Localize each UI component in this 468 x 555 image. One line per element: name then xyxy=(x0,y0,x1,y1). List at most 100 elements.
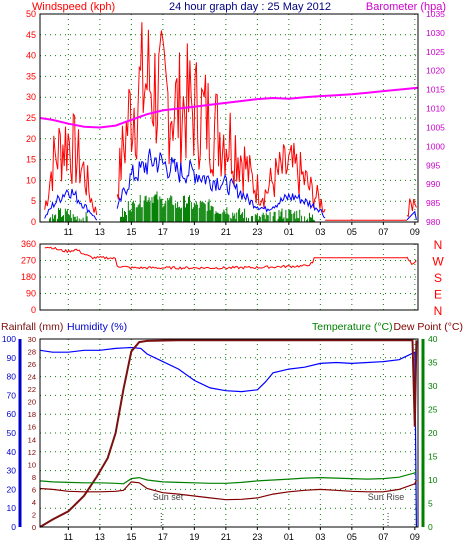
climate-frame xyxy=(39,338,419,528)
temperature-tick-label: 30 xyxy=(428,381,438,391)
compass-label: N xyxy=(434,238,443,252)
climate-x-tick-label: 01 xyxy=(284,532,294,542)
rainfall-tick-label: 10 xyxy=(28,460,36,469)
humidity-tick-label: 30 xyxy=(7,466,17,476)
windspeed-tick-label: 20 xyxy=(26,134,36,144)
humidity-tick-label: 50 xyxy=(7,428,17,438)
windspeed-tick-label: 50 xyxy=(26,9,36,19)
humidity-tick-label: 70 xyxy=(7,390,17,400)
climate-x-tick-label: 09 xyxy=(410,532,420,542)
temperature-tick-label: 35 xyxy=(428,358,438,368)
humidity-tick-label: 80 xyxy=(7,372,17,382)
windspeed-tick-label: 30 xyxy=(26,92,36,102)
rainfall-tick-label: 12 xyxy=(28,448,36,457)
wind-frame xyxy=(39,13,419,223)
climate-x-tick-label: 03 xyxy=(315,532,325,542)
rainfall-tick-label: 24 xyxy=(28,373,36,382)
climate-x-tick-label: 11 xyxy=(64,532,73,542)
windspeed-label: Windspeed (kph) xyxy=(32,1,115,13)
humidity-label: Humidity (%) xyxy=(67,321,127,333)
wind-x-tick-label: 15 xyxy=(126,227,136,237)
wind-direction-line xyxy=(406,256,417,265)
compass-label: S xyxy=(434,271,442,285)
rainfall-tick-label: 28 xyxy=(28,348,36,357)
temperature-label: Temperature (°C) xyxy=(312,321,393,333)
humidity-tick-label: 100 xyxy=(2,334,16,344)
climate-x-tick-label: 13 xyxy=(95,532,105,542)
barometer-tick-label: 1030 xyxy=(426,28,445,38)
barometer-tick-label: 1000 xyxy=(426,141,445,151)
rainfall-tick-label: 6 xyxy=(32,485,36,494)
rainfall-tick-label: 14 xyxy=(28,435,36,444)
wind-x-tick-label: 07 xyxy=(378,227,388,237)
barometer-tick-label: 990 xyxy=(426,179,440,189)
climate-x-tick-label: 07 xyxy=(378,532,388,542)
sunset-annotation: Sun set xyxy=(153,492,184,502)
windspeed-tick-label: 40 xyxy=(26,51,36,61)
windspeed-tick-label: 45 xyxy=(26,30,36,40)
wind-x-tick-label: 05 xyxy=(347,227,357,237)
wind-x-tick-label: 17 xyxy=(158,227,168,237)
series-green xyxy=(39,470,417,485)
sunrise-annotation: Sun Rise xyxy=(368,492,405,502)
wind-x-tick-label: 23 xyxy=(252,227,262,237)
wind-series-magenta xyxy=(39,86,419,129)
rainfall-tick-label: 26 xyxy=(28,360,36,369)
windspeed-tick-label: 5 xyxy=(31,196,36,206)
series-darkred xyxy=(39,479,417,501)
direction-tick-label: 270 xyxy=(21,256,36,266)
rainfall-tick-label: 18 xyxy=(28,410,36,419)
compass-label: E xyxy=(434,288,442,302)
direction-tick-label: 90 xyxy=(26,289,36,299)
rainfall-tick-label: 4 xyxy=(32,498,36,507)
humidity-tick-label: 10 xyxy=(7,503,17,513)
barometer-tick-label: 995 xyxy=(426,160,440,170)
wind-x-tick-label: 21 xyxy=(221,227,231,237)
rainfall-tick-label: 20 xyxy=(28,398,36,407)
windspeed-tick-label: 10 xyxy=(26,175,36,185)
wind-series-blue xyxy=(116,148,326,219)
series-rain xyxy=(39,339,418,528)
rainfall-tick-label: 22 xyxy=(28,385,36,394)
rainfall-tick-label: 16 xyxy=(28,423,36,432)
temperature-tick-label: 20 xyxy=(428,428,438,438)
direction-tick-label: 0 xyxy=(31,305,36,315)
wind-x-tick-label: 03 xyxy=(315,227,325,237)
wind-series-blue xyxy=(406,210,417,221)
graph-title: 24 hour graph day : 25 May 2012 xyxy=(169,1,331,13)
barometer-tick-label: 1005 xyxy=(426,122,445,132)
climate-x-tick-label: 23 xyxy=(252,532,262,542)
direction-tick-label: 360 xyxy=(21,239,36,249)
direction-tick-label: 180 xyxy=(21,272,36,282)
temperature-tick-label: 10 xyxy=(428,475,438,485)
rainfall-tick-label: 30 xyxy=(28,335,36,344)
direction-frame xyxy=(39,243,419,311)
barometer-tick-label: 1010 xyxy=(426,104,445,114)
barometer-tick-label: 1035 xyxy=(426,9,445,19)
humidity-tick-label: 20 xyxy=(7,484,17,494)
barometer-tick-label: 980 xyxy=(426,217,440,227)
humidity-tick-label: 40 xyxy=(7,447,17,457)
humidity-tick-label: 0 xyxy=(11,522,16,532)
humidity-tick-label: 60 xyxy=(7,409,17,419)
humidity-tick-label: 90 xyxy=(7,353,17,363)
windspeed-tick-label: 35 xyxy=(26,71,36,81)
wind-series-red xyxy=(116,22,326,213)
temperature-tick-label: 25 xyxy=(428,405,438,415)
climate-x-tick-label: 17 xyxy=(158,532,168,542)
temperature-tick-label: 0 xyxy=(428,522,433,532)
windspeed-tick-label: 25 xyxy=(26,113,36,123)
barometer-tick-label: 1020 xyxy=(426,66,445,76)
wind-x-tick-label: 09 xyxy=(410,227,420,237)
rainfall-tick-label: 0 xyxy=(32,523,36,532)
temperature-tick-label: 40 xyxy=(428,334,438,344)
wind-x-tick-label: 19 xyxy=(189,227,199,237)
wind-series-red xyxy=(406,198,417,218)
compass-label: W xyxy=(432,255,444,269)
barometer-label: Barometer (hpa) xyxy=(366,1,446,13)
climate-x-tick-label: 19 xyxy=(189,532,199,542)
rainfall-tick-label: 2 xyxy=(32,510,36,519)
climate-x-tick-label: 05 xyxy=(347,532,357,542)
rainfall-tick-label: 8 xyxy=(32,473,36,482)
